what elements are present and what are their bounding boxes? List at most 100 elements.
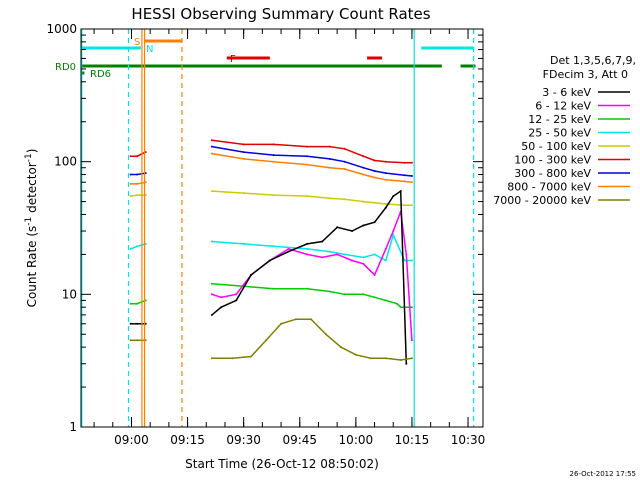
data-point: [410, 161, 413, 164]
series-line: [130, 243, 146, 250]
chart-title: HESSI Observing Summary Count Rates: [131, 5, 430, 23]
data-point: [129, 247, 132, 250]
data-point: [306, 145, 309, 148]
data-point: [268, 259, 271, 262]
y-tick-label: 1000: [46, 22, 77, 36]
data-point: [373, 170, 376, 172]
data-point: [210, 357, 213, 360]
data-point: [144, 322, 147, 325]
data-point: [306, 155, 309, 158]
data-point: [343, 160, 346, 163]
data-point: [136, 155, 139, 158]
data-point: [210, 190, 213, 193]
data-point: [354, 353, 357, 356]
data-point: [373, 159, 376, 162]
data-point: [403, 180, 406, 183]
data-point: [362, 262, 365, 265]
data-point: [306, 253, 309, 256]
legend-label: 800 - 7000 keV: [507, 181, 591, 194]
data-point: [231, 357, 234, 360]
data-point: [384, 172, 387, 175]
data-point: [384, 259, 387, 262]
data-point: [362, 293, 365, 296]
legend-label: 6 - 12 keV: [535, 100, 591, 113]
data-point: [220, 296, 223, 299]
data-point: [287, 247, 290, 250]
data-point: [384, 160, 387, 163]
x-tick-label: 09:15: [170, 433, 205, 447]
data-point: [272, 154, 275, 157]
series-line: [211, 190, 412, 206]
series-line: [211, 152, 412, 183]
data-point: [392, 234, 395, 236]
data-point: [403, 204, 406, 207]
data-point: [343, 147, 346, 150]
data-point: [328, 166, 331, 169]
data-point: [403, 259, 406, 262]
x-axis-label: Start Time (26-Oct-12 08:50:02): [185, 457, 379, 471]
data-point: [144, 172, 147, 175]
footer-date: 26-Oct-2012 17:55: [570, 470, 636, 478]
series-line: [130, 172, 146, 176]
data-point: [336, 253, 339, 256]
data-point: [144, 194, 147, 197]
series-line: [211, 232, 412, 262]
legend-label: 25 - 50 keV: [528, 127, 591, 140]
data-point: [362, 224, 365, 227]
data-point: [396, 302, 398, 305]
data-point: [220, 306, 223, 309]
data-point: [369, 357, 372, 360]
series-line: [130, 299, 146, 305]
data-point: [129, 173, 132, 176]
data-point: [405, 362, 408, 365]
y-tick-label: 100: [54, 155, 77, 169]
data-point: [210, 145, 213, 148]
data-point: [362, 173, 365, 176]
data-point: [306, 242, 309, 245]
data-point: [129, 182, 132, 185]
data-point: [242, 143, 245, 146]
data-point: [410, 306, 413, 309]
data-point: [242, 151, 245, 154]
data-point: [403, 174, 406, 177]
data-point: [306, 287, 309, 290]
data-point: [144, 299, 147, 302]
data-point: [144, 181, 147, 184]
data-point: [210, 282, 213, 285]
legend-label: 7000 - 20000 keV: [493, 194, 591, 207]
data-point: [405, 253, 408, 256]
data-point: [210, 293, 213, 296]
data-point: [373, 221, 376, 224]
data-point: [410, 175, 413, 177]
data-point: [136, 194, 139, 197]
x-tick-label: 10:00: [339, 433, 374, 447]
data-point: [129, 322, 132, 325]
series-line: [130, 194, 146, 197]
data-point: [144, 339, 147, 342]
legend: Det 1,3,5,6,7,9, FDecim 3, Att 0 3 - 6 k…: [493, 54, 636, 207]
flag-label-rd0: RD0: [55, 62, 76, 73]
data-point: [362, 256, 365, 259]
data-point: [328, 290, 331, 293]
x-tick-label: 09:45: [282, 433, 317, 447]
series-line: [130, 181, 146, 185]
data-point: [250, 355, 253, 358]
data-point: [306, 195, 309, 198]
x-tick-label: 09:00: [114, 433, 149, 447]
data-point: [384, 357, 387, 360]
data-point: [399, 359, 402, 361]
data-point: [136, 302, 139, 305]
data-point: [351, 230, 354, 232]
data-point: [328, 250, 331, 253]
series-line: [211, 189, 408, 364]
series-line: [211, 318, 413, 361]
data-point: [410, 204, 413, 207]
data-point: [410, 259, 413, 262]
data-point: [144, 242, 147, 245]
flag-label-f: F: [230, 54, 236, 65]
data-point: [362, 166, 365, 169]
flag-bars: RD0 RD6 SN F: [55, 37, 476, 80]
flag-label-n: N: [146, 44, 153, 55]
